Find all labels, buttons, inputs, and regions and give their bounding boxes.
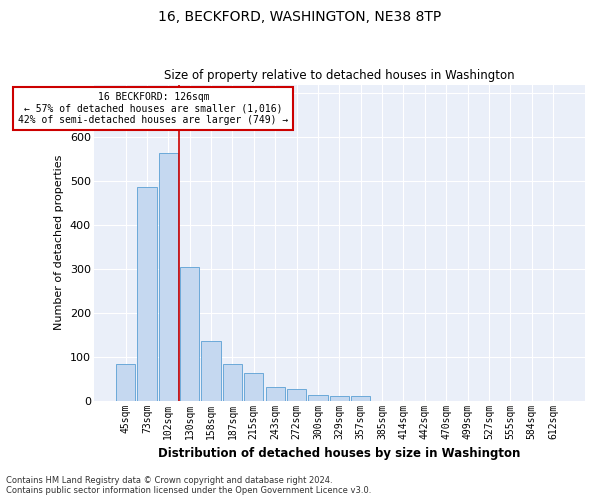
X-axis label: Distribution of detached houses by size in Washington: Distribution of detached houses by size … [158,447,520,460]
Y-axis label: Number of detached properties: Number of detached properties [54,155,64,330]
Bar [266,386,285,400]
Bar [180,266,199,400]
Bar [202,342,221,400]
Title: Size of property relative to detached houses in Washington: Size of property relative to detached ho… [164,69,515,82]
Bar [308,396,328,400]
Text: 16 BECKFORD: 126sqm
← 57% of detached houses are smaller (1,016)
42% of semi-det: 16 BECKFORD: 126sqm ← 57% of detached ho… [18,92,289,126]
Bar [158,152,178,400]
Bar [223,364,242,401]
Bar [287,389,306,400]
Text: 16, BECKFORD, WASHINGTON, NE38 8TP: 16, BECKFORD, WASHINGTON, NE38 8TP [158,10,442,24]
Text: Contains HM Land Registry data © Crown copyright and database right 2024.
Contai: Contains HM Land Registry data © Crown c… [6,476,371,495]
Bar [116,364,135,401]
Bar [244,374,263,400]
Bar [137,187,157,400]
Bar [329,396,349,400]
Bar [351,396,370,400]
